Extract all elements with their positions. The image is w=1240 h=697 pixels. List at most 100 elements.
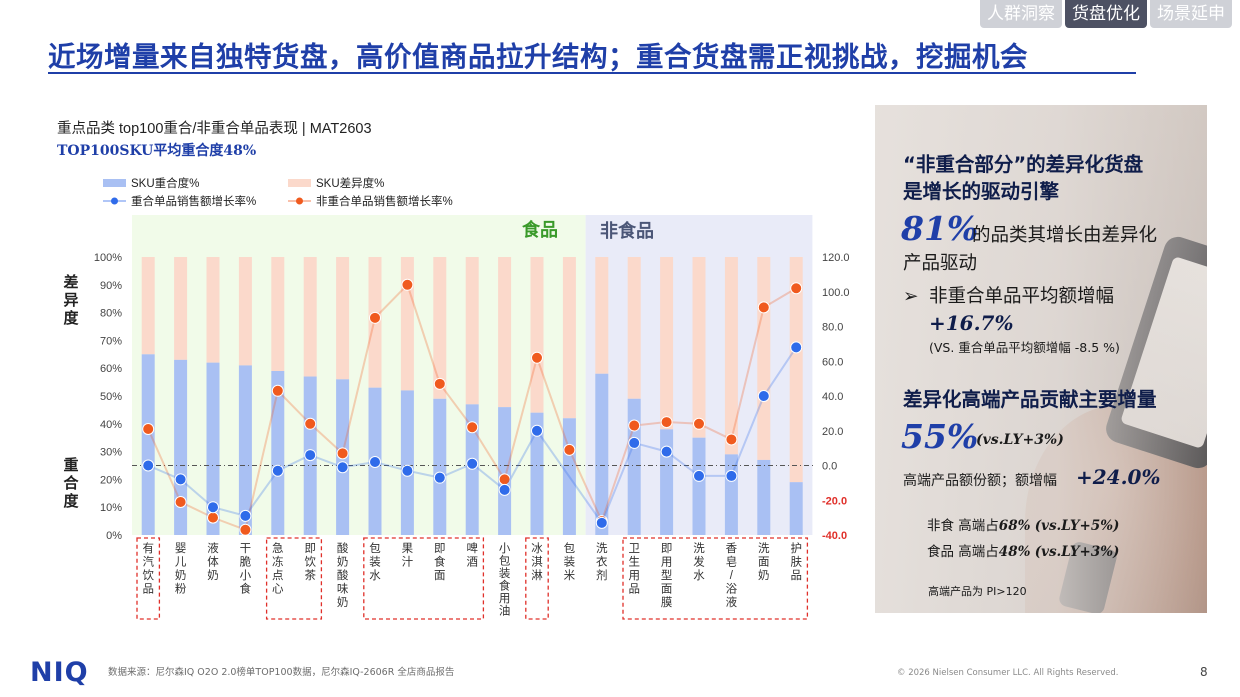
left-axis-tick: 60% bbox=[100, 363, 122, 375]
bullet-arrow-icon: ➢ bbox=[903, 286, 919, 307]
bar-overlap bbox=[174, 359, 188, 535]
category-label: 护 bbox=[790, 541, 802, 555]
left-axis-title-bottom: 合 bbox=[62, 474, 79, 492]
category-label: 液 bbox=[726, 595, 738, 609]
panel-headline-line1: “非重合部分”的差异化货盘 bbox=[903, 153, 1144, 176]
category-label: 用 bbox=[661, 557, 673, 569]
nonoverlap-growth-marker bbox=[207, 511, 219, 524]
overlap-growth-marker bbox=[660, 445, 673, 458]
category-label: 水 bbox=[369, 569, 381, 582]
left-axis-tick: 40% bbox=[100, 419, 122, 431]
bar-differentiation bbox=[336, 257, 350, 380]
category-label: 食 bbox=[434, 555, 446, 569]
category-label: 洗 bbox=[693, 542, 705, 555]
category-label: 粉 bbox=[175, 583, 187, 596]
category-label: 装 bbox=[564, 556, 576, 569]
nonoverlap-growth-marker bbox=[693, 417, 705, 430]
left-axis-title-top: 度 bbox=[63, 309, 79, 327]
bar-overlap bbox=[141, 354, 155, 535]
right-axis-tick: 80.0 bbox=[822, 322, 843, 334]
section-tabs: 人群洞察 货盘优化 场景延申 bbox=[980, 0, 1232, 28]
category-label: 奶 bbox=[337, 555, 349, 569]
category-label: 冰 bbox=[531, 542, 543, 555]
overlap-growth-marker bbox=[725, 469, 738, 482]
category-label: 油 bbox=[499, 604, 511, 618]
bar-overlap bbox=[789, 482, 803, 535]
legend-label-4: 非重合单品销售额增长率% bbox=[316, 194, 453, 208]
overlap-growth-marker bbox=[304, 449, 317, 462]
highlight-box bbox=[136, 537, 161, 620]
category-label: 液 bbox=[207, 541, 219, 555]
bar-differentiation bbox=[660, 257, 674, 430]
premium-share-label: 高端产品额份额；额增幅 bbox=[903, 473, 1057, 489]
nonfood-value: 68% bbox=[998, 518, 1031, 534]
category-label: 肤 bbox=[790, 555, 802, 569]
category-label: 饮 bbox=[304, 556, 316, 569]
category-label: / bbox=[730, 570, 734, 582]
bar-differentiation bbox=[400, 257, 414, 391]
category-label: 啤 bbox=[466, 541, 478, 555]
category-label: 面 bbox=[661, 584, 673, 596]
category-label: 急 bbox=[272, 541, 284, 555]
combo-chart: 重点品类 top100重合/非重合单品表现 | MAT2603 TOP100SKU… bbox=[57, 120, 850, 620]
right-axis-tick: 120.0 bbox=[822, 252, 850, 264]
bar-overlap bbox=[627, 398, 641, 535]
overlap-growth-marker bbox=[369, 456, 381, 469]
category-label: 食 bbox=[499, 579, 511, 593]
category-label: 卫 bbox=[628, 543, 640, 555]
food-label: 食品 高端占 bbox=[927, 544, 999, 560]
category-label: 剂 bbox=[596, 568, 608, 582]
panel-headline2: 差异化高端产品贡献主要增量 bbox=[903, 388, 1157, 411]
overlap-growth-marker bbox=[595, 516, 608, 529]
chart-title: 重点品类 top100重合/非重合单品表现 | MAT2603 bbox=[57, 120, 372, 137]
left-axis-tick: 80% bbox=[100, 308, 122, 320]
left-axis-tick: 10% bbox=[100, 502, 122, 514]
nonoverlap-growth-marker bbox=[660, 416, 673, 429]
nonoverlap-growth-marker bbox=[628, 419, 641, 432]
category-label: 脆 bbox=[240, 555, 252, 569]
category-label: 心 bbox=[272, 583, 284, 596]
category-label: 用 bbox=[628, 570, 640, 582]
tab-assortment-optimization[interactable]: 货盘优化 bbox=[1065, 0, 1147, 28]
tab-audience-insight[interactable]: 人群洞察 bbox=[980, 0, 1062, 28]
category-label: 酸 bbox=[337, 541, 349, 555]
bullet-label: 非重合单品平均额增幅 bbox=[929, 286, 1115, 307]
category-label: 香 bbox=[726, 542, 738, 555]
right-axis-tick: -40.0 bbox=[822, 530, 847, 542]
food-value: 48% bbox=[998, 544, 1031, 560]
category-label: 儿 bbox=[175, 556, 187, 569]
category-label: 酸 bbox=[337, 568, 349, 582]
food-group-label: 食品 bbox=[521, 219, 558, 240]
overlap-growth-marker bbox=[271, 464, 284, 477]
tab-scenario-extension[interactable]: 场景延申 bbox=[1150, 0, 1232, 28]
bar-differentiation bbox=[141, 257, 155, 355]
highlight-box bbox=[622, 537, 809, 620]
category-label: 品 bbox=[628, 583, 640, 596]
overlap-growth-marker bbox=[401, 464, 414, 477]
category-label: 衣 bbox=[596, 555, 608, 569]
nonoverlap-growth-marker bbox=[174, 495, 187, 508]
category-label: 有 bbox=[142, 541, 154, 555]
bar-overlap bbox=[498, 407, 512, 535]
nonfood-group-label: 非食品 bbox=[600, 220, 654, 241]
category-label: 饮 bbox=[142, 569, 154, 582]
category-label: 奶 bbox=[175, 568, 187, 582]
category-label: 食 bbox=[240, 582, 252, 596]
nonfood-label: 非食 高端占 bbox=[927, 518, 999, 534]
niq-logo: NIQ bbox=[30, 657, 89, 688]
category-label: 发 bbox=[693, 555, 705, 569]
legend-label-3: 重合单品销售额增长率% bbox=[131, 194, 256, 208]
category-label: 洗 bbox=[758, 542, 770, 555]
nonoverlap-growth-marker bbox=[142, 423, 155, 436]
category-label: 装 bbox=[369, 556, 381, 569]
category-label: 婴 bbox=[175, 542, 187, 555]
bar-differentiation bbox=[627, 257, 641, 399]
stat-81-text-b: 产品驱动 bbox=[903, 253, 978, 274]
left-axis-tick: 90% bbox=[100, 280, 122, 292]
bar-differentiation bbox=[433, 257, 447, 399]
category-label: 面 bbox=[758, 557, 770, 569]
stat-55-value: 55% bbox=[901, 417, 979, 456]
overlap-growth-marker bbox=[531, 424, 543, 437]
nonoverlap-growth-marker bbox=[790, 282, 803, 295]
overlap-growth-marker bbox=[239, 509, 252, 522]
